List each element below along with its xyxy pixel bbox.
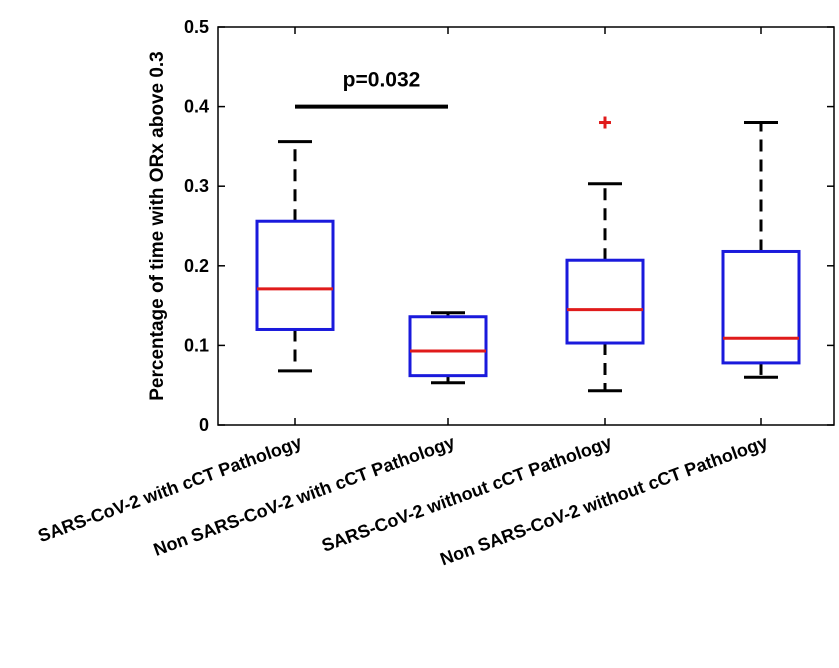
plot-area-frame: [217, 26, 835, 426]
p-value-label: p=0.032: [343, 69, 421, 92]
box-series: [255, 116, 801, 393]
y-tick-label: 0.1: [184, 335, 209, 355]
box-group: [408, 311, 488, 385]
x-category-label: SARS-CoV-2 with cCT Pathology: [35, 432, 304, 546]
y-tick-label: 0.2: [184, 256, 209, 276]
significance-annotation: p=0.032: [295, 69, 448, 109]
y-tick-label: 0.3: [184, 176, 209, 196]
y-tick-label: 0: [199, 415, 209, 435]
x-category-label: Non SARS-CoV-2 with cCT Pathology: [151, 432, 458, 560]
outlier-marker: [599, 116, 611, 129]
iqr-box: [255, 219, 335, 331]
y-axis-label: Percentage of time with ORx above 0.3: [147, 51, 168, 401]
y-axis: 0 0.1 0.2 0.3 0.4 0.5: [184, 17, 834, 435]
iqr-box: [408, 315, 488, 378]
iqr-box: [565, 258, 645, 345]
y-tick-label: 0.4: [184, 97, 209, 117]
y-tick-label: 0.5: [184, 17, 209, 37]
box-group: [565, 116, 645, 393]
box-group: [255, 140, 335, 373]
x-category-label: SARS-CoV-2 without cCT Pathology: [319, 432, 614, 556]
iqr-box: [721, 249, 801, 365]
box-group: [721, 121, 801, 379]
